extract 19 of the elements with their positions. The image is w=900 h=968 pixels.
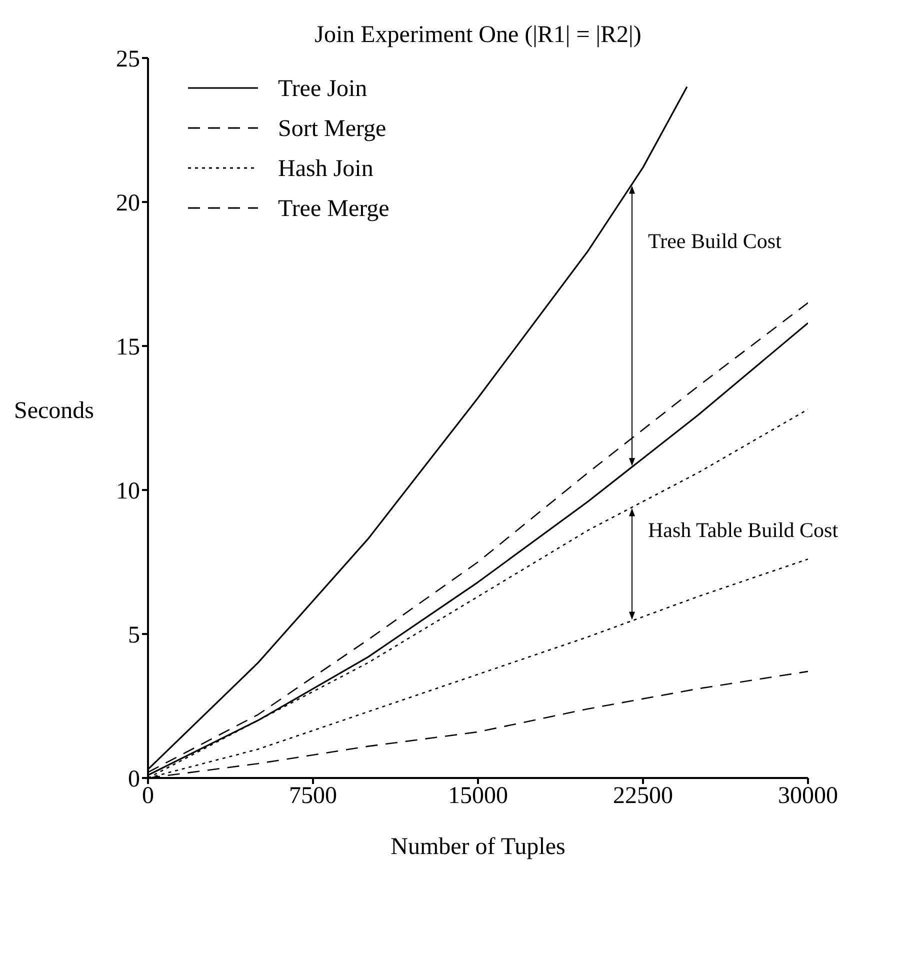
chart-title: Join Experiment One (|R1| = |R2|) bbox=[314, 22, 642, 48]
legend-label: Hash Join bbox=[278, 156, 374, 182]
y-axis-title: Seconds bbox=[14, 398, 94, 424]
x-tick-label: 22500 bbox=[613, 783, 673, 810]
y-tick-label: 25 bbox=[116, 46, 140, 73]
x-tick-label: 7500 bbox=[289, 783, 337, 810]
x-tick-label: 15000 bbox=[448, 783, 508, 810]
y-tick-label: 10 bbox=[116, 478, 140, 505]
annotation: Hash Table Build Cost bbox=[648, 518, 838, 542]
legend-label: Tree Merge bbox=[278, 196, 390, 222]
y-tick-label: 5 bbox=[128, 622, 140, 649]
y-tick-label: 0 bbox=[128, 766, 140, 793]
y-tick-label: 20 bbox=[116, 190, 140, 217]
legend-label: Tree Join bbox=[278, 76, 368, 102]
x-tick-label: 30000 bbox=[778, 783, 838, 810]
y-tick-label: 15 bbox=[116, 334, 140, 361]
legend-label: Sort Merge bbox=[278, 116, 386, 142]
annotation: Tree Build Cost bbox=[648, 229, 782, 254]
x-axis-title: Number of Tuples bbox=[390, 834, 566, 860]
